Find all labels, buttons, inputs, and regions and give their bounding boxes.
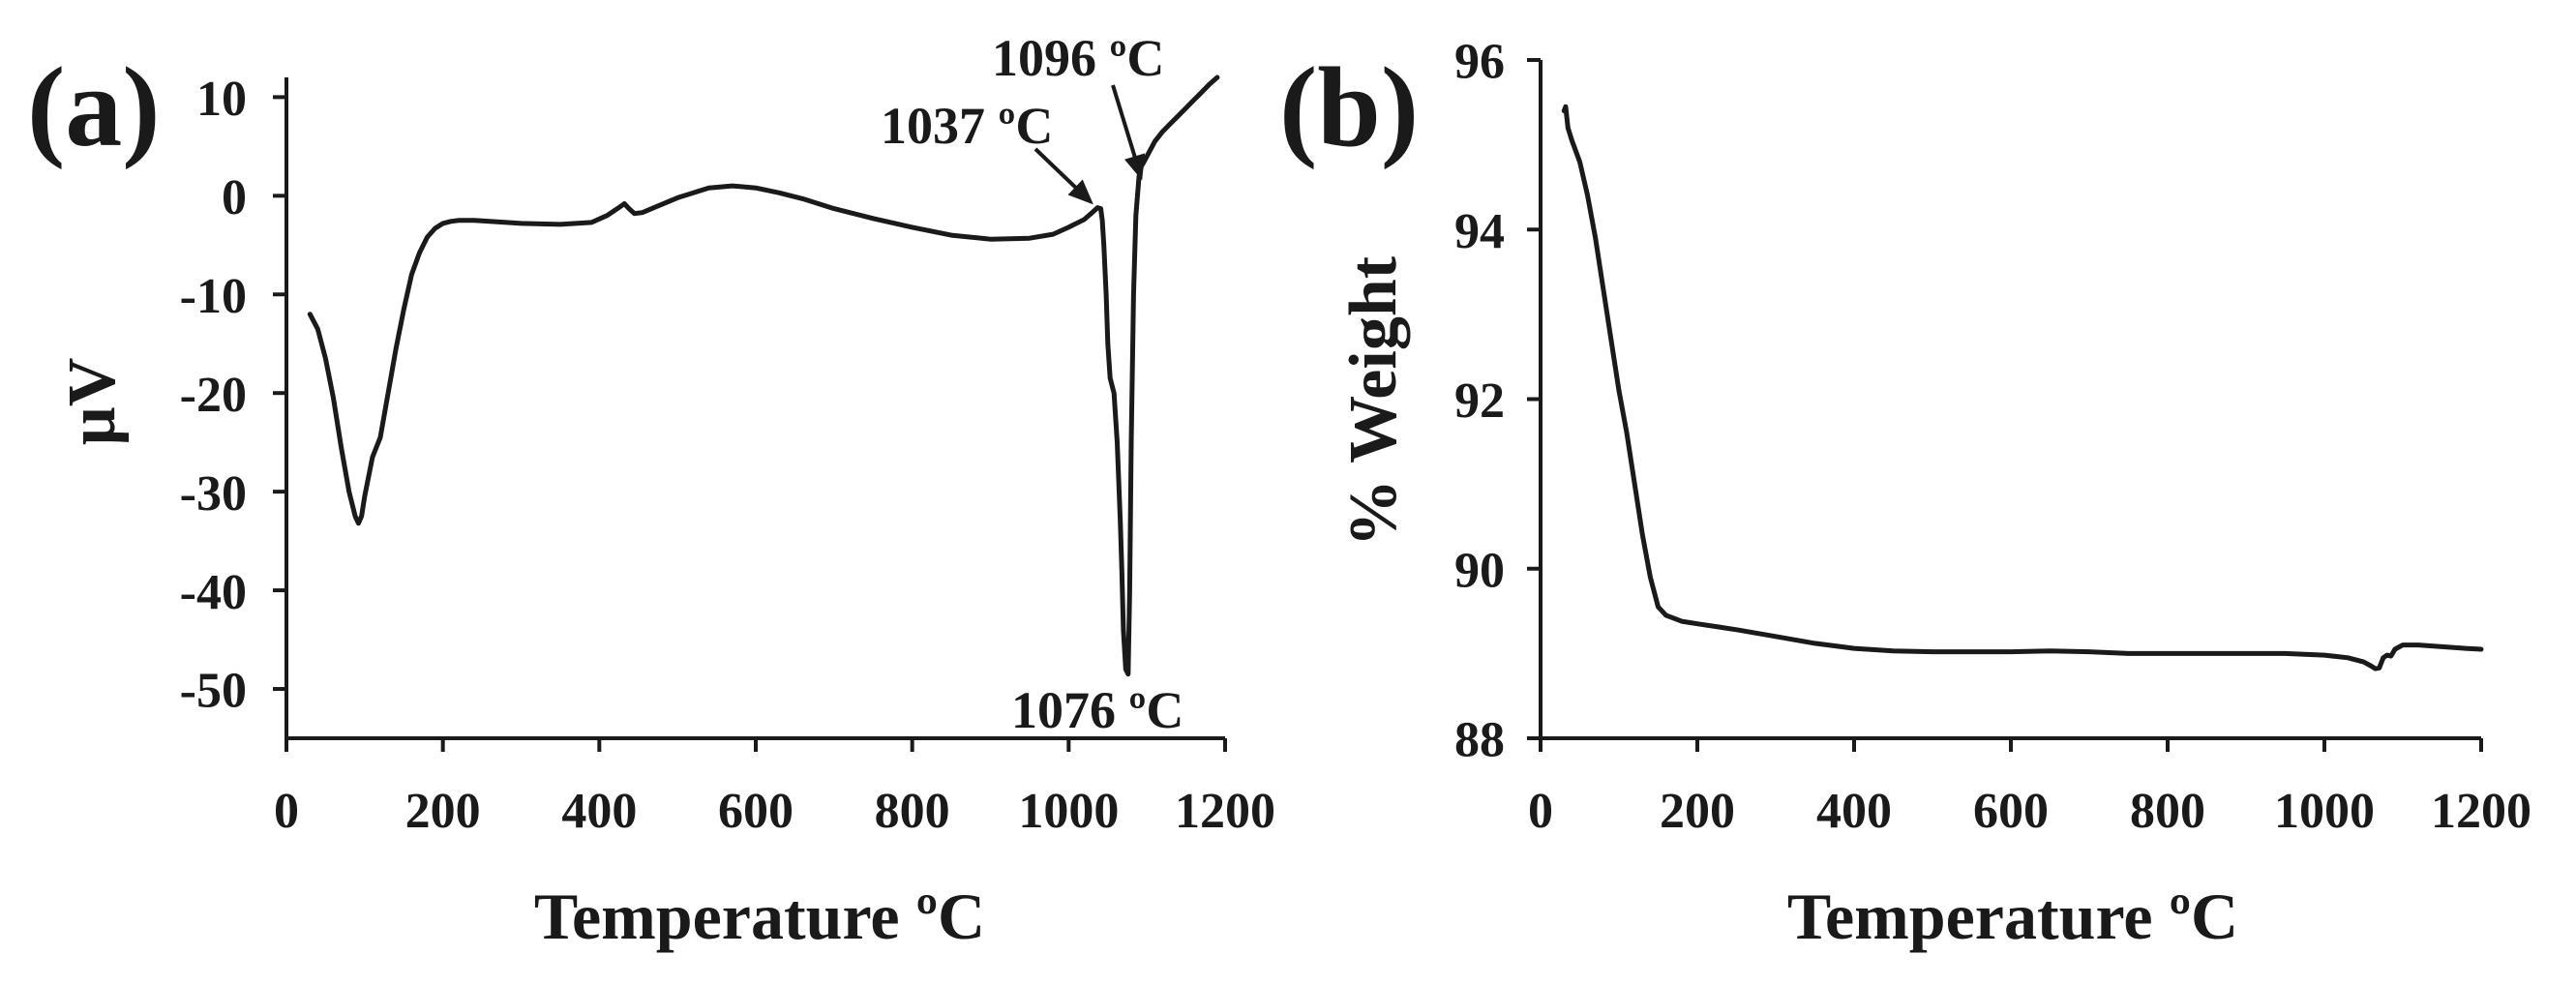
y-tick-label: -30: [180, 466, 247, 522]
x-axis-title: Temperature ºC: [534, 880, 985, 953]
x-tick-label: 200: [405, 784, 481, 839]
y-tick-label: 10: [196, 72, 247, 127]
x-tick-label: 200: [1660, 784, 1735, 839]
annotation-arrow: [1111, 84, 1140, 168]
y-tick-label: 0: [222, 170, 247, 225]
panel-label: (b): [1279, 44, 1419, 170]
series-line-dta: [307, 75, 1220, 677]
x-tick-label: 800: [875, 784, 950, 839]
x-tick-label: 1200: [1175, 784, 1275, 839]
y-tick-label: 92: [1454, 373, 1505, 429]
y-tick-label: -50: [180, 664, 247, 719]
annotation-label: 1037 ºC: [881, 97, 1053, 155]
x-tick-label: 400: [1816, 784, 1892, 839]
annotation-label: 1096 ºC: [992, 29, 1164, 87]
y-axis-title: % Weight: [1336, 256, 1411, 547]
y-tick-label: 96: [1454, 35, 1505, 90]
y-tick-label: -10: [180, 269, 247, 324]
x-tick-label: 1000: [1018, 784, 1119, 839]
x-tick-label: 1000: [2274, 784, 2375, 839]
chart-panel-a: 10 0 -10 -20 -30 -40 -50 0 200 400 600 800 1000 1200 (…: [27, 29, 1275, 953]
x-tick-label: 600: [718, 784, 794, 839]
x-tick-label: 0: [274, 784, 299, 839]
x-axis-title: Temperature ºC: [1787, 880, 2238, 953]
y-tick-label: 90: [1454, 543, 1505, 598]
y-tick-label: -20: [180, 368, 247, 423]
x-tick-label: 1200: [2431, 784, 2531, 839]
series-line-tga: [1561, 104, 2484, 672]
y-tick-label: 94: [1454, 204, 1505, 259]
chart-panel-b: 96 94 92 90 88 0 200 400 600 800 1000 1200 (b) Temper…: [1279, 35, 2531, 953]
x-tick-label: 800: [2130, 784, 2205, 839]
panel-label: (a): [27, 44, 161, 170]
y-axis-title: µV: [55, 358, 130, 446]
x-tick-label: 0: [1528, 784, 1553, 839]
y-tick-label: -40: [180, 565, 247, 620]
annotation-arrowhead: [1067, 179, 1093, 205]
annotation-arrowhead: [1124, 153, 1146, 181]
x-tick-label: 400: [561, 784, 637, 839]
x-tick-label: 600: [1973, 784, 2049, 839]
annotation-label: 1076 ºC: [1011, 681, 1183, 739]
y-tick-label: 88: [1454, 713, 1505, 768]
